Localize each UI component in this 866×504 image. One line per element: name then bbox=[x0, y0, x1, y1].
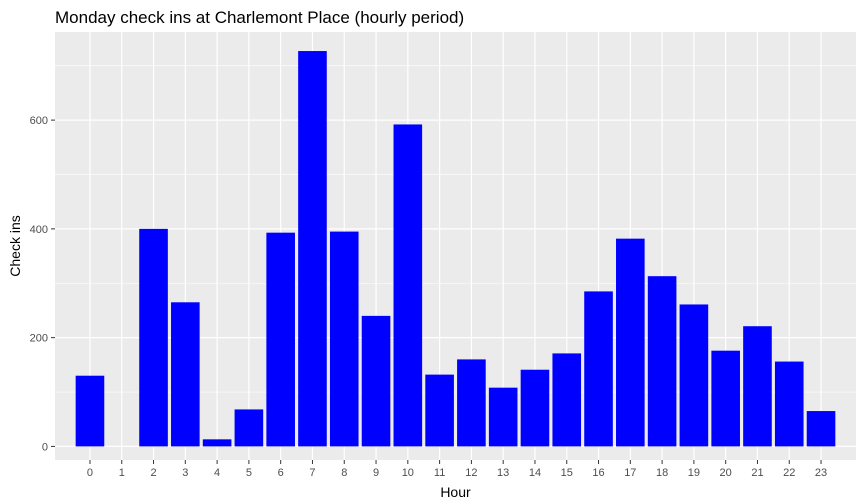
y-tick-label: 200 bbox=[30, 333, 48, 345]
bar-20 bbox=[711, 350, 740, 447]
bar-18 bbox=[647, 276, 677, 447]
bars bbox=[75, 51, 836, 447]
x-axis-title: Hour bbox=[440, 484, 471, 500]
y-tick-label: 400 bbox=[30, 224, 48, 236]
bar-0 bbox=[75, 375, 105, 447]
x-tick-label: 15 bbox=[561, 467, 573, 479]
bar-4 bbox=[202, 439, 232, 447]
x-tick-label: 2 bbox=[150, 467, 156, 479]
x-tick-label: 17 bbox=[624, 467, 636, 479]
x-tick-label: 20 bbox=[720, 467, 732, 479]
y-axis-title: Check ins bbox=[7, 215, 23, 276]
x-tick-label: 4 bbox=[214, 467, 220, 479]
x-tick-label: 7 bbox=[309, 467, 315, 479]
bar-23 bbox=[806, 411, 836, 447]
bar-11 bbox=[425, 374, 454, 447]
x-tick-label: 10 bbox=[402, 467, 414, 479]
x-tick-label: 13 bbox=[497, 467, 509, 479]
x-tick-label: 1 bbox=[119, 467, 125, 479]
x-tick-label: 16 bbox=[592, 467, 604, 479]
y-axis: 0 200 400 600 bbox=[30, 115, 55, 453]
x-tick-label: 9 bbox=[373, 467, 379, 479]
bar-19 bbox=[679, 304, 709, 447]
x-tick-label: 3 bbox=[182, 467, 188, 479]
bar-8 bbox=[329, 231, 359, 447]
y-tick-label: 600 bbox=[30, 115, 48, 127]
bar-12 bbox=[457, 359, 486, 447]
bar-2 bbox=[139, 228, 168, 447]
x-tick-label: 11 bbox=[434, 467, 445, 479]
bar-5 bbox=[234, 409, 264, 447]
x-tick-label: 18 bbox=[656, 467, 668, 479]
bar-9 bbox=[361, 315, 391, 447]
bar-3 bbox=[171, 302, 200, 447]
x-tick-label: 23 bbox=[815, 467, 827, 479]
bar-14 bbox=[520, 369, 550, 447]
x-tick-label: 12 bbox=[465, 467, 477, 479]
bar-7 bbox=[298, 51, 327, 447]
bar-15 bbox=[552, 353, 582, 447]
bar-22 bbox=[774, 361, 804, 447]
x-tick-label: 19 bbox=[688, 467, 700, 479]
x-tick-label: 6 bbox=[278, 467, 284, 479]
bar-21 bbox=[743, 326, 772, 447]
y-tick-label: 0 bbox=[42, 441, 48, 453]
bar-6 bbox=[266, 232, 295, 447]
x-tick-label: 8 bbox=[341, 467, 347, 479]
x-tick-label: 14 bbox=[529, 467, 541, 479]
bar-16 bbox=[584, 291, 613, 447]
x-tick-label: 0 bbox=[87, 467, 93, 479]
bar-17 bbox=[616, 238, 645, 447]
bar-13 bbox=[488, 387, 518, 447]
x-tick-label: 22 bbox=[783, 467, 795, 479]
x-tick-label: 21 bbox=[751, 467, 763, 479]
chart-title: Monday check ins at Charlemont Place (ho… bbox=[55, 8, 464, 27]
bar-10 bbox=[393, 124, 423, 447]
x-tick-label: 5 bbox=[246, 467, 252, 479]
x-axis: 0 1 2 3 4 5 6 7 8 9 10 11 12 13 14 15 16 17 18 19 20 21 22 23 bbox=[87, 460, 827, 479]
